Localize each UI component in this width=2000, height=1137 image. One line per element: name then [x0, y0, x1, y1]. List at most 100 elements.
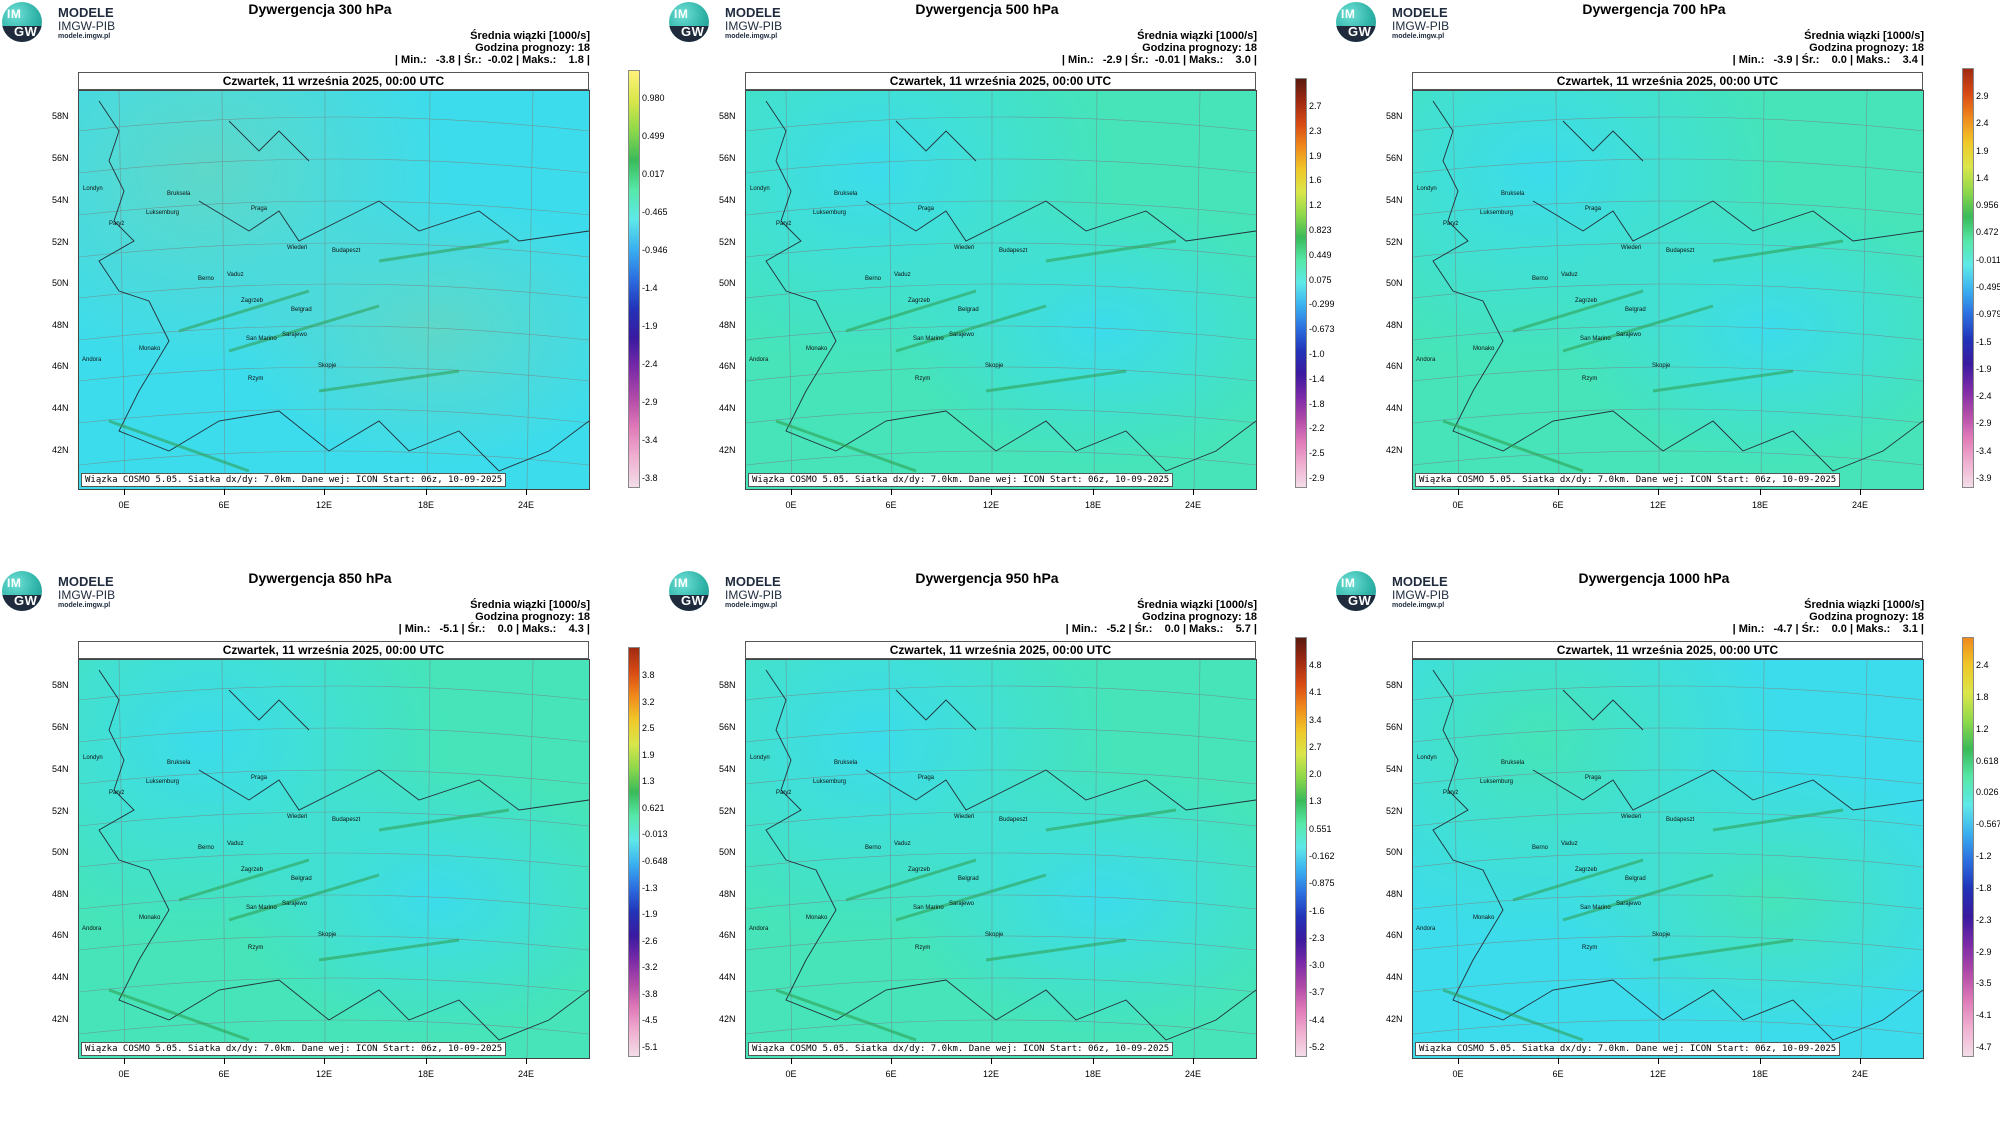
- city-label: Wiedeń: [287, 814, 308, 820]
- parallel-line: [1413, 852, 1923, 868]
- logo-org: IMGW-PIB: [1392, 19, 1450, 33]
- divergence-streak: [1562, 873, 1714, 922]
- meridian-line: [526, 91, 534, 489]
- city-label: Rzym: [915, 376, 931, 382]
- ensemble-mean-label: Średnia wiązki [1000/s]: [470, 30, 590, 42]
- colorbar-label: -1.9: [1976, 363, 1992, 374]
- city-label: Berno: [198, 845, 215, 851]
- parallel-line: [1413, 283, 1923, 299]
- divergence-map[interactable]: Londyn Paryż Luksemburg Bruksela Praga Wiedeń…: [78, 90, 590, 490]
- colorbar-label: -4.5: [642, 1015, 658, 1026]
- logo-badge: [1336, 2, 1376, 42]
- colorbar-label: -2.6: [642, 935, 658, 946]
- logo-badge-top: IM: [674, 576, 689, 590]
- latitude-label: 46N: [1386, 361, 1403, 371]
- logo-badge-bottom: GW: [681, 24, 705, 39]
- colorbar-label: -4.1: [1976, 1010, 1992, 1021]
- divergence-map[interactable]: Londyn Paryż Luksemburg Bruksela Praga Wiedeń…: [1412, 90, 1924, 490]
- meridian-line: [785, 660, 793, 1058]
- panel-title: Dywergencja 500 hPa: [915, 1, 1059, 17]
- city-label: Bruksela: [1501, 191, 1525, 197]
- parallel-line: [79, 769, 589, 785]
- latitude-label: 46N: [52, 361, 69, 371]
- city-label: Luksemburg: [813, 210, 847, 216]
- logo-url: modele.imgw.pl: [58, 33, 111, 40]
- latitude-label: 50N: [1386, 847, 1403, 857]
- map-overlay: [1413, 91, 1923, 489]
- longitude-label: 6E: [1552, 500, 1564, 510]
- parallel-line: [746, 811, 1256, 827]
- meridian-line: [1760, 660, 1765, 1058]
- colorbar-label: 1.9: [1309, 150, 1322, 161]
- colorbar-label: -3.9: [1976, 473, 1992, 483]
- logo-org: IMGW-PIB: [1392, 588, 1450, 602]
- city-label: Andora: [749, 926, 769, 932]
- colorbar-label: 2.4: [1976, 660, 1989, 670]
- logo-badge: [2, 2, 42, 42]
- divergence-streak: [1512, 289, 1644, 333]
- meridian-line: [1452, 91, 1460, 489]
- latitude-label: 54N: [1386, 764, 1403, 774]
- logo-badge-bottom: GW: [14, 24, 38, 39]
- divergence-streak: [985, 938, 1127, 962]
- logo-url: modele.imgw.pl: [725, 602, 778, 609]
- city-label: Monako: [1473, 915, 1495, 921]
- longitude-label: 24E: [517, 500, 535, 510]
- longitude-tick: [324, 489, 325, 495]
- divergence-streak: [318, 938, 460, 962]
- divergence-map[interactable]: Londyn Paryż Luksemburg Bruksela Praga Wiedeń…: [745, 659, 1257, 1059]
- city-label: Vaduz: [1561, 841, 1578, 847]
- city-label: Vaduz: [227, 841, 244, 847]
- city-label: Monako: [139, 346, 161, 352]
- colorbar-label: -1.3: [642, 882, 658, 893]
- divergence-streak: [1045, 808, 1177, 832]
- latitude-label: 56N: [719, 722, 736, 732]
- divergence-map[interactable]: Londyn Paryż Luksemburg Bruksela Praga Wiedeń…: [78, 659, 590, 1059]
- panel-title: Dywergencja 1000 hPa: [1578, 570, 1730, 586]
- divergence-map[interactable]: Londyn Paryż Luksemburg Bruksela Praga Wiedeń…: [1412, 659, 1924, 1059]
- longitude-label: 6E: [218, 500, 230, 510]
- city-label: Zagrzeb: [908, 867, 931, 873]
- parallel-line: [1413, 450, 1923, 466]
- longitude-tick: [991, 1058, 992, 1064]
- logo-badge: [669, 571, 709, 611]
- city-label: Sarajewo: [1616, 332, 1642, 338]
- colorbar-label: 4.1: [1309, 687, 1322, 698]
- longitude-tick: [1558, 1058, 1559, 1064]
- parallel-line: [79, 325, 589, 341]
- city-label: Vaduz: [894, 841, 911, 847]
- map-overlay: [1413, 660, 1923, 1058]
- longitude-label: 0E: [1452, 1069, 1464, 1079]
- city-label: Sarajewo: [1616, 901, 1642, 907]
- city-label: Skopje: [1652, 932, 1671, 938]
- latitude-label: 48N: [1386, 889, 1403, 899]
- latitude-label: 52N: [1386, 806, 1403, 816]
- city-label: Budapeszt: [999, 817, 1028, 823]
- model-footnote: Wiązka COSMO 5.05. Siatka dx/dy: 7.0km. …: [748, 1042, 1174, 1056]
- logo-badge-bottom: GW: [1348, 593, 1372, 608]
- latitude-label: 56N: [52, 722, 69, 732]
- parallel-line: [746, 977, 1256, 993]
- meridian-line: [1555, 91, 1560, 489]
- logo-brand: MODELE: [725, 5, 781, 20]
- logo-badge-top: IM: [1341, 7, 1356, 21]
- model-footnote: Wiązka COSMO 5.05. Siatka dx/dy: 7.0km. …: [1415, 473, 1841, 487]
- latitude-label: 54N: [719, 764, 736, 774]
- panel-title: Dywergencja 300 hPa: [248, 1, 392, 17]
- divergence-map[interactable]: Londyn Paryż Luksemburg Bruksela Praga Wiedeń…: [745, 90, 1257, 490]
- colorbar-label: 0.618: [1976, 755, 1999, 766]
- forecast-panel: IM GW MODELE IMGW-PIB modele.imgw.pl Dywergen…: [1334, 0, 2000, 568]
- meridian-line: [1452, 660, 1460, 1058]
- parallel-line: [746, 116, 1256, 132]
- city-label: Andora: [1416, 357, 1436, 363]
- parallel-line: [79, 366, 589, 382]
- forecast-panel: IM GW MODELE IMGW-PIB modele.imgw.pl Dywergen…: [0, 569, 668, 1137]
- colorbar-label: -1.6: [1309, 905, 1325, 916]
- city-label: Praga: [1585, 775, 1602, 781]
- colorbar-label: -2.4: [1976, 391, 1992, 402]
- imgw-logo: IM GW MODELE IMGW-PIB modele.imgw.pl: [1336, 2, 1454, 44]
- colorbar: [1295, 637, 1307, 1057]
- forecast-panel: IM GW MODELE IMGW-PIB modele.imgw.pl Dywergen…: [0, 0, 668, 568]
- divergence-streak: [108, 419, 250, 473]
- parallel-line: [1413, 685, 1923, 701]
